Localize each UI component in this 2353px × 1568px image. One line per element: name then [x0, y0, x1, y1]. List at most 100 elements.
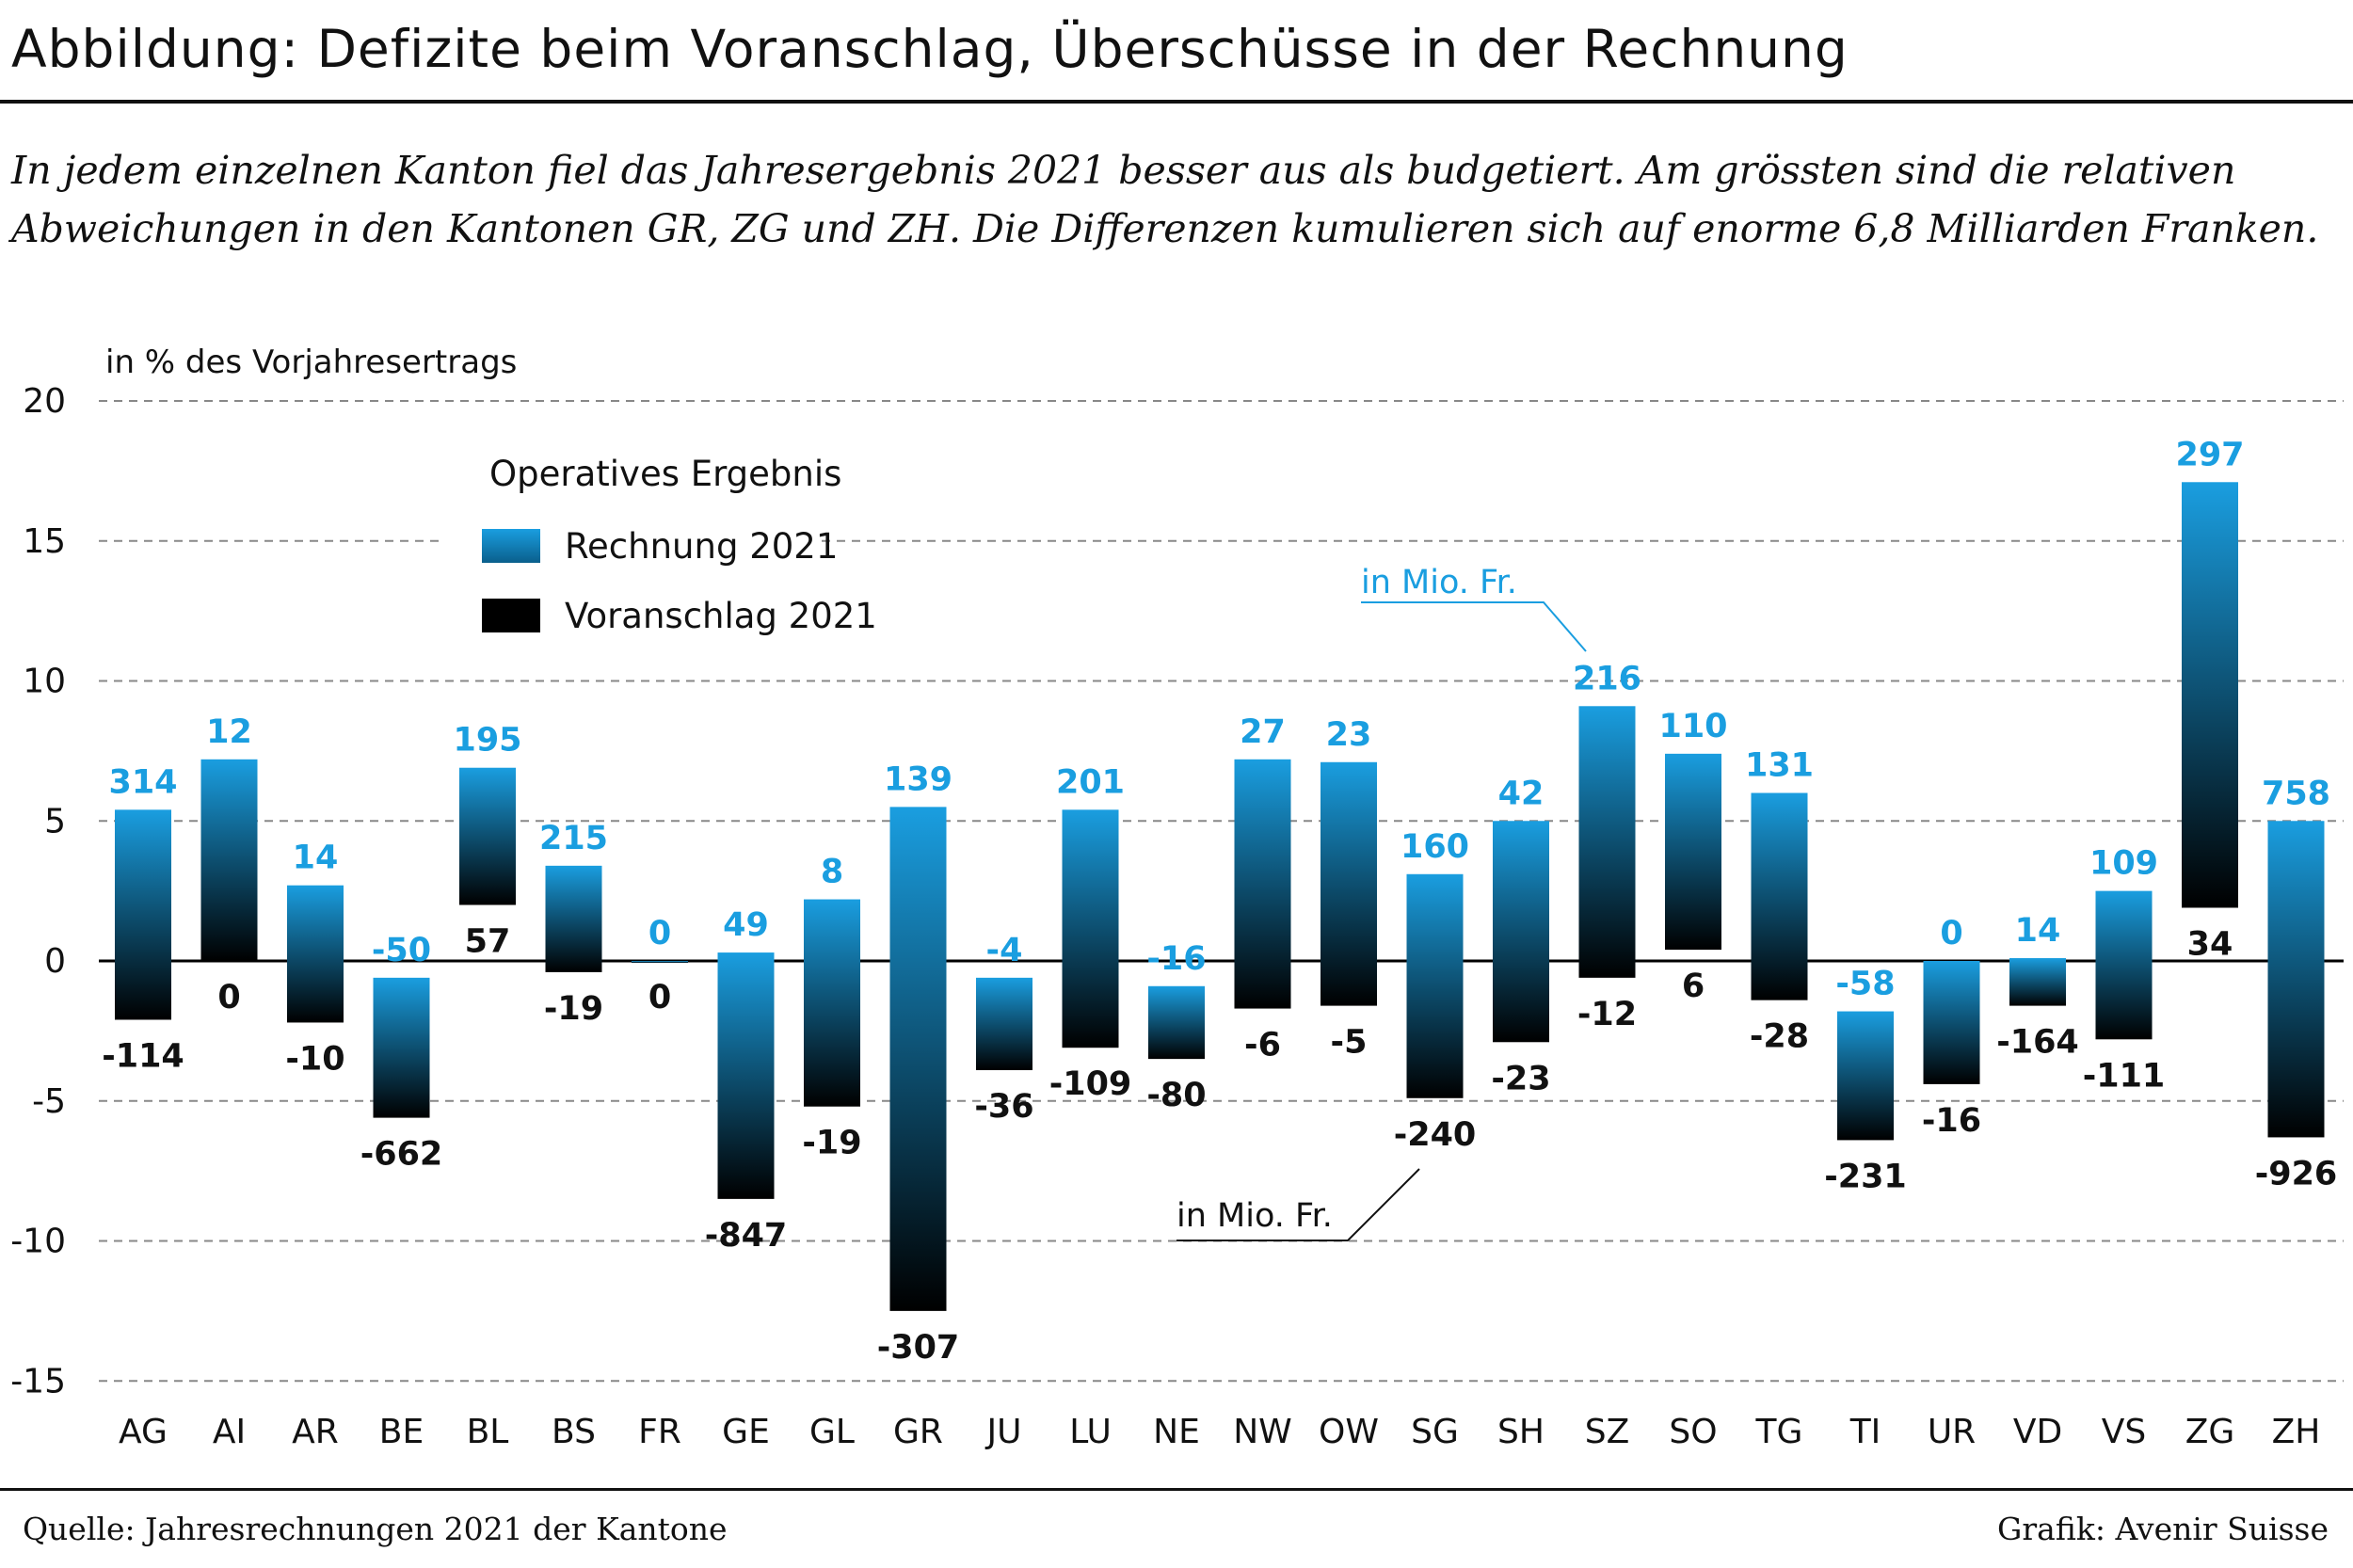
label-voranschlag-fr: 0 [648, 979, 671, 1016]
annotation-leader-black [1176, 1168, 1420, 1241]
label-voranschlag-ur: -16 [1922, 1102, 1981, 1140]
bar-zh [2267, 821, 2325, 1138]
label-rechnung-gr: 139 [884, 760, 952, 798]
label-voranschlag-zg: 34 [2187, 925, 2233, 963]
chart-subtitle: In jedem einzelnen Kanton fiel das Jahre… [11, 148, 2319, 251]
legend-label-voranschlag: Voranschlag 2021 [565, 596, 877, 636]
legend-swatch-rechnung [482, 529, 540, 563]
label-voranschlag-ne: -80 [1146, 1077, 1206, 1114]
y-axis-title: in % des Vorjahresertrags [105, 344, 517, 381]
label-voranschlag-sg: -240 [1394, 1116, 1477, 1154]
label-voranschlag-bl: 57 [465, 923, 511, 961]
x-tick-label: SG [1411, 1413, 1459, 1451]
x-tick-label: AG [119, 1413, 168, 1451]
credit-note: Grafik: Avenir Suisse [1997, 1511, 2329, 1547]
bar-ju [976, 977, 1032, 1071]
x-tick-label: BE [379, 1413, 424, 1451]
label-voranschlag-so: 6 [1682, 968, 1705, 1005]
x-tick-label: LU [1069, 1413, 1112, 1451]
label-voranschlag-ai: 0 [217, 979, 240, 1016]
x-tick-label: GL [809, 1413, 855, 1451]
label-voranschlag-gr: -307 [877, 1329, 960, 1367]
label-rechnung-vd: 14 [2015, 912, 2061, 950]
annotation-leader-blue [1361, 601, 1587, 652]
label-rechnung-ow: 23 [1326, 716, 1372, 754]
label-voranschlag-ti: -231 [1824, 1158, 1907, 1195]
bar-sh [1493, 821, 1549, 1043]
bar-ow [1321, 761, 1377, 1006]
bar-ne [1148, 985, 1205, 1060]
label-voranschlag-ge: -847 [705, 1217, 788, 1255]
x-tick-label: ZH [2272, 1413, 2321, 1451]
label-voranschlag-vs: -111 [2083, 1057, 2166, 1095]
legend-swatch-voranschlag [482, 599, 540, 632]
label-voranschlag-tg: -28 [1750, 1018, 1809, 1056]
label-rechnung-so: 110 [1658, 708, 1727, 745]
label-rechnung-vs: 109 [2089, 845, 2158, 883]
label-rechnung-sh: 42 [1498, 775, 1545, 812]
label-rechnung-bs: 215 [539, 820, 608, 857]
label-voranschlag-gl: -19 [802, 1125, 861, 1162]
label-rechnung-lu: 201 [1056, 763, 1125, 801]
label-voranschlag-sh: -23 [1491, 1060, 1550, 1097]
bar-ai [200, 759, 258, 961]
x-tick-label: TI [1849, 1413, 1881, 1451]
bar-ur [1923, 961, 1980, 1084]
bar-ge [717, 952, 775, 1199]
bar-vd [2009, 958, 2066, 1006]
x-tick-label: AR [292, 1413, 339, 1451]
label-rechnung-gl: 8 [821, 854, 843, 891]
label-rechnung-nw: 27 [1240, 713, 1286, 751]
bar-zg [2182, 482, 2238, 908]
label-rechnung-ti: -58 [1835, 966, 1895, 1003]
bar-gr [889, 807, 947, 1311]
y-tick-label: 10 [23, 663, 66, 701]
x-tick-label: OW [1319, 1413, 1379, 1451]
x-tick-label: JU [985, 1413, 1022, 1451]
label-voranschlag-ag: -114 [102, 1037, 184, 1075]
y-tick-label: 0 [44, 942, 66, 981]
x-tick-label: TG [1755, 1413, 1803, 1451]
source-note: Quelle: Jahresrechnungen 2021 der Kanton… [23, 1511, 728, 1547]
label-voranschlag-ow: -5 [1331, 1024, 1368, 1062]
y-tick-label: -10 [10, 1223, 66, 1261]
x-tick-label: AI [213, 1413, 246, 1451]
y-tick-label: 15 [23, 522, 66, 561]
footer-rule [0, 1488, 2353, 1491]
x-tick-label: UR [1928, 1413, 1976, 1451]
label-voranschlag-sz: -12 [1577, 996, 1637, 1033]
y-tick-label: 5 [44, 802, 66, 840]
y-tick-label: -5 [32, 1082, 66, 1121]
x-tick-label: SO [1669, 1413, 1717, 1451]
bar-so [1665, 753, 1721, 951]
bar-sg [1406, 873, 1464, 1098]
bar-ti [1837, 1011, 1894, 1141]
label-rechnung-ai: 12 [206, 713, 252, 751]
label-voranschlag-ar: -10 [285, 1040, 344, 1078]
annotation-voranschlag-unit: in Mio. Fr. [1176, 1197, 1333, 1235]
x-tick-label: VD [2013, 1413, 2062, 1451]
label-voranschlag-zh: -926 [2255, 1155, 2338, 1192]
bar-ar [287, 885, 344, 1023]
x-tick-label: VS [2102, 1413, 2146, 1451]
chart-title: Abbildung: Defizite beim Voranschlag, Üb… [11, 19, 1849, 79]
x-tick-label: BS [552, 1413, 596, 1451]
label-voranschlag-nw: -6 [1244, 1027, 1281, 1064]
label-voranschlag-be: -662 [360, 1136, 443, 1174]
bar-sz [1578, 706, 1636, 978]
legend-label-rechnung: Rechnung 2021 [565, 526, 838, 567]
label-rechnung-ju: -4 [986, 932, 1023, 969]
bar-ag [115, 809, 171, 1020]
label-rechnung-be: -50 [372, 932, 431, 969]
x-tick-label: SZ [1585, 1413, 1630, 1451]
x-tick-label: GR [893, 1413, 943, 1451]
label-rechnung-ur: 0 [1940, 915, 1962, 952]
title-rule [0, 100, 2353, 104]
bar-bs [545, 865, 602, 972]
bar-fr [632, 961, 688, 963]
legend-title: Operatives Ergebnis [489, 454, 841, 494]
y-tick-label: -15 [10, 1362, 66, 1400]
label-voranschlag-vd: -164 [1996, 1024, 2079, 1062]
label-voranschlag-bs: -19 [544, 990, 603, 1028]
annotation-rechnung-unit: in Mio. Fr. [1361, 564, 1517, 601]
